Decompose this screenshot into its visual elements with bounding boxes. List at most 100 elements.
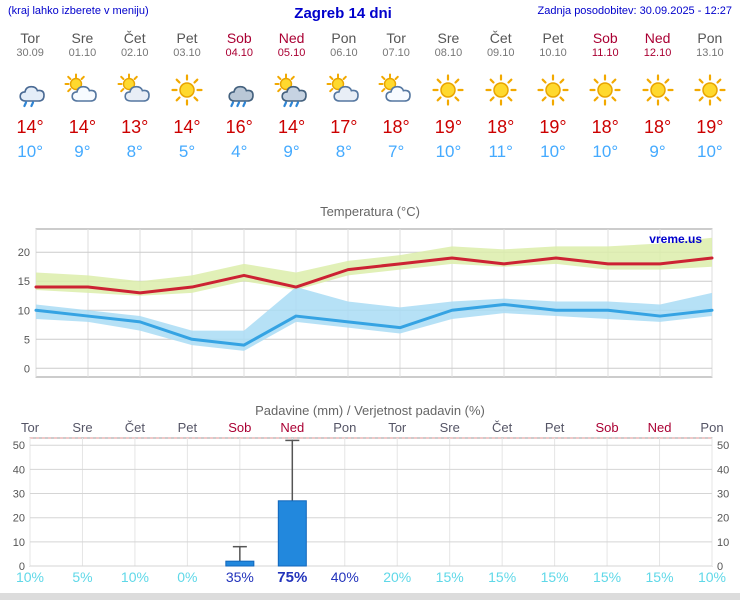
day-date: 01.10 — [68, 47, 97, 59]
day-date: 05.10 — [277, 47, 306, 59]
temp-low: 9° — [74, 142, 91, 161]
precip-probability-label: 40% — [331, 569, 359, 585]
footer-bar — [0, 593, 740, 600]
precip-day-label: Ned — [280, 420, 304, 435]
day-name: Sre — [71, 30, 94, 46]
temp-y-tick: 20 — [18, 247, 30, 259]
precip-probability-label: 15% — [593, 569, 621, 585]
temp-low: 7° — [388, 142, 405, 161]
precip-day-label: Pet — [178, 420, 198, 435]
temp-high: 16° — [225, 117, 253, 137]
precip-day-label: Sob — [228, 420, 251, 435]
precipitation-chart-title: Padavine (mm) / Verjetnost padavin (%) — [255, 403, 485, 418]
day-date: 07.10 — [382, 47, 410, 59]
day-name: Sre — [437, 30, 460, 46]
precip-y-tick-left: 30 — [13, 489, 25, 501]
temp-high: 14° — [277, 117, 306, 137]
precip-day-label: Čet — [125, 420, 146, 435]
sunny-icon — [161, 68, 213, 112]
temp-low: 11° — [488, 142, 513, 161]
temp-y-tick: 15 — [18, 276, 30, 288]
sunny-icon — [579, 68, 631, 112]
day-column[interactable]: Sre 01.10 14° 9° — [56, 30, 108, 162]
precip-probability-label: 10% — [121, 569, 149, 585]
day-date: 11.10 — [591, 47, 619, 59]
day-column[interactable]: Pon 06.10 17° 8° — [318, 30, 370, 162]
day-date: 13.10 — [696, 47, 724, 59]
precip-y-tick-right: 10 — [717, 537, 729, 549]
temp-low: 10° — [17, 142, 43, 161]
sunny-icon — [475, 68, 527, 112]
temp-high: 18° — [591, 117, 619, 137]
temp-y-tick: 10 — [18, 305, 30, 317]
sunny-icon — [422, 68, 474, 112]
temp-low: 4° — [231, 142, 248, 161]
mostly-cloudy-icon — [109, 68, 161, 112]
precip-day-label: Sre — [440, 420, 460, 435]
day-column[interactable]: Čet 09.10 18° 11° — [475, 30, 527, 162]
precip-probability-label: 15% — [488, 569, 516, 585]
day-column[interactable]: Tor 30.09 14° 10° — [4, 30, 56, 162]
precip-plot-area — [29, 437, 713, 567]
precip-day-label: Pon — [700, 420, 723, 435]
last-update-text: Zadnja posodobitev: 30.09.2025 - 12:27 — [537, 5, 732, 17]
day-name: Pet — [542, 30, 564, 46]
day-column[interactable]: Čet 02.10 13° 8° — [109, 30, 161, 162]
day-name: Pon — [697, 30, 723, 46]
precip-day-label: Pon — [333, 420, 356, 435]
day-column[interactable]: Pon 13.10 19° 10° — [684, 30, 736, 162]
temp-high: 19° — [696, 117, 724, 137]
day-name: Pet — [176, 30, 198, 46]
day-column[interactable]: Tor 07.10 18° 7° — [370, 30, 422, 162]
temp-high: 13° — [121, 117, 149, 137]
day-column[interactable]: Sob 11.10 18° 10° — [579, 30, 631, 162]
sunny-icon — [631, 68, 683, 112]
precip-y-tick-left: 50 — [13, 440, 25, 452]
page-header: (kraj lahko izberete v meniju) Zagreb 14… — [0, 0, 740, 22]
day-name: Čet — [489, 30, 512, 46]
day-column[interactable]: Ned 12.10 18° 9° — [631, 30, 683, 162]
precip-day-label: Tor — [388, 420, 407, 435]
temp-low: 10° — [435, 142, 462, 161]
temp-high: 19° — [539, 117, 567, 137]
temp-y-tick: 5 — [24, 334, 30, 346]
precip-probability-label: 0% — [177, 569, 197, 585]
day-column[interactable]: Ned 05.10 14° 9° — [265, 30, 317, 162]
precipitation-chart: 0 0 10 10 20 20 30 30 40 40 50 50 Tor 10% Sre 5% Čet 10% P… — [13, 420, 730, 586]
precip-probability-label: 35% — [226, 569, 254, 585]
min-temp-line — [34, 302, 714, 347]
day-name: Čet — [123, 30, 146, 46]
min-range-band — [36, 287, 712, 351]
day-date: 10.10 — [539, 47, 567, 59]
day-name: Ned — [278, 30, 305, 46]
day-date: 09.10 — [486, 47, 515, 59]
page-title: Zagreb 14 dni — [294, 5, 392, 22]
day-name: Tor — [20, 30, 40, 46]
precip-probability-label: 15% — [436, 569, 464, 585]
precip-probability-label: 15% — [646, 569, 674, 585]
partly-cloudy-icon — [370, 68, 422, 112]
max-temp-line — [34, 256, 714, 295]
temp-low: 10° — [592, 142, 619, 161]
day-column[interactable]: Sob 04.10 16° 4° — [213, 30, 265, 162]
temp-y-tick: 0 — [24, 363, 30, 375]
temp-high: 14° — [16, 117, 44, 137]
day-date: 12.10 — [643, 47, 672, 59]
day-date: 02.10 — [120, 47, 149, 59]
precip-y-tick-left: 10 — [13, 537, 25, 549]
precip-y-tick-right: 30 — [717, 489, 729, 501]
day-column[interactable]: Sre 08.10 19° 10° — [422, 30, 474, 162]
rain-icon — [213, 68, 265, 112]
precip-day-label: Čet — [492, 420, 513, 435]
precip-probability-label: 15% — [541, 569, 569, 585]
forecast-days-row: Tor 30.09 14° 10° Sre 01.10 14° 9° Čet 02.10 13° 8°… — [0, 22, 740, 162]
temp-low: 10° — [540, 142, 566, 161]
temp-high: 18° — [487, 117, 515, 137]
temp-low: 8° — [126, 142, 143, 161]
precip-y-tick-right: 40 — [717, 464, 729, 476]
day-column[interactable]: Pet 10.10 19° 10° — [527, 30, 579, 162]
precip-y-tick-right: 50 — [717, 440, 729, 452]
day-name: Ned — [644, 30, 671, 46]
day-column[interactable]: Pet 03.10 14° 5° — [161, 30, 213, 162]
precip-probability-label: 5% — [72, 569, 92, 585]
